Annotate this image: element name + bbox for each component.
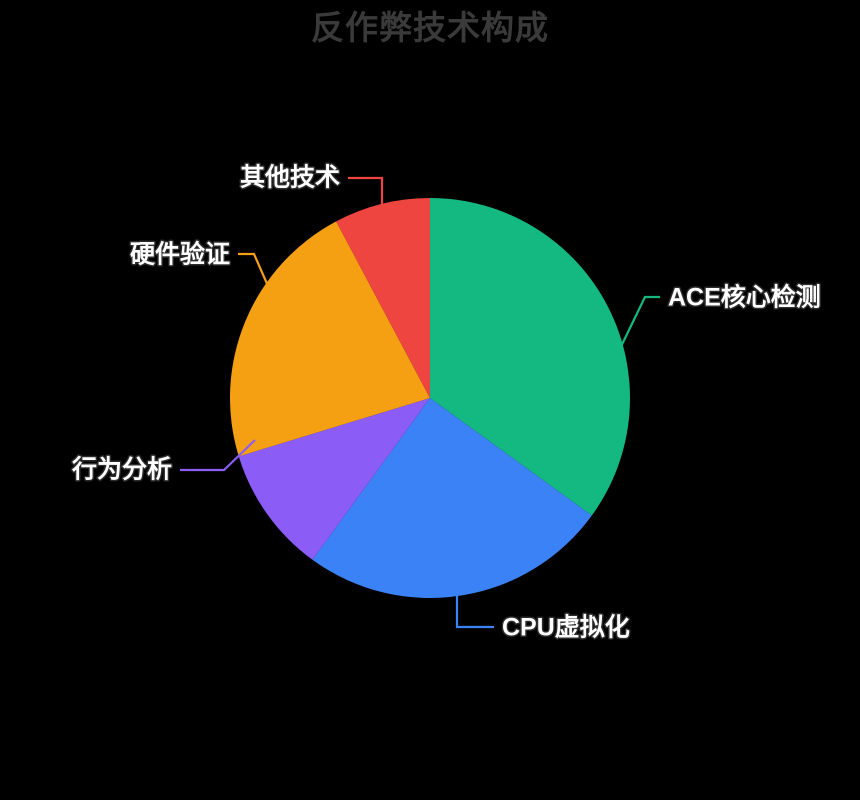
leader-line-3 xyxy=(180,439,256,472)
slice-label-4: 硬件验证 xyxy=(130,240,230,269)
leader-line-1 xyxy=(613,295,660,362)
pie-slice-1[interactable] xyxy=(430,198,630,516)
leader-lines-group xyxy=(180,176,660,629)
page-title: 反作弊技术构成 xyxy=(311,9,549,46)
slice-label-5: 其他技术 xyxy=(240,163,340,192)
leader-line-5 xyxy=(348,176,384,215)
slice-label-2: CPU虚拟化 xyxy=(502,614,630,642)
pie-slice-3[interactable] xyxy=(238,398,430,560)
pie-slices-group xyxy=(230,198,630,598)
pie-slice-2[interactable] xyxy=(312,398,592,598)
slice-labels-group: ACE核心检测 CPU虚拟化 行为分析 硬件验证 其他技术 xyxy=(69,161,822,643)
pie-slice-5[interactable] xyxy=(336,198,430,398)
leader-line-2 xyxy=(455,594,494,629)
slice-label-3: 行为分析 xyxy=(71,456,172,484)
leader-line-4 xyxy=(238,252,270,287)
pie-slice-4[interactable] xyxy=(230,221,430,457)
slice-label-1: ACE核心检测 xyxy=(668,283,821,312)
